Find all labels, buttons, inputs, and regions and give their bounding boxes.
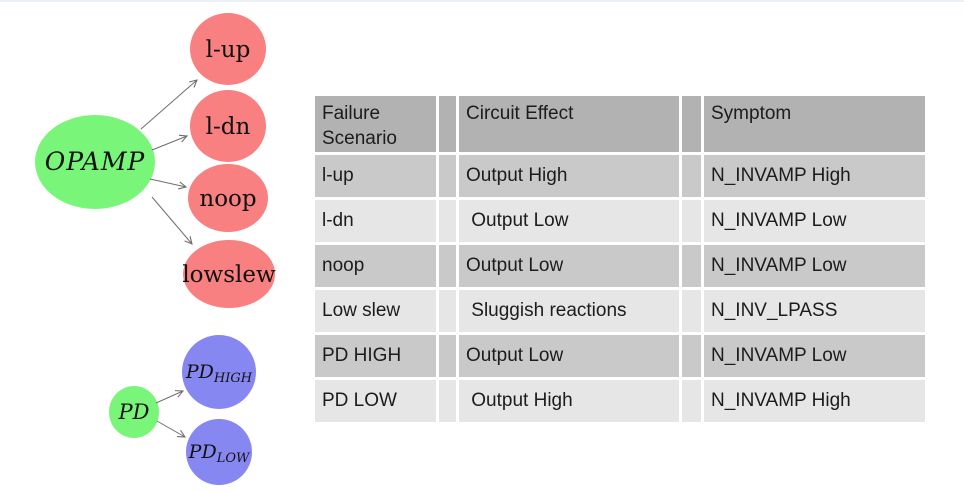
cell-spacer xyxy=(682,155,701,197)
cell-failure: l-dn xyxy=(315,200,436,242)
pd-high-label: PDHIGH xyxy=(185,361,253,386)
failure-node-lup xyxy=(190,13,266,85)
cell-symptom: N_INVAMP High xyxy=(704,155,925,197)
cell-spacer xyxy=(439,245,456,287)
header-failure-scenario: Failure Scenario xyxy=(315,96,436,152)
cell-spacer xyxy=(682,245,701,287)
cell-effect: Output Low xyxy=(459,245,679,287)
lup-label: l-up xyxy=(206,37,251,63)
noop-label: noop xyxy=(199,186,256,212)
cell-symptom: N_INV_LPASS xyxy=(704,290,925,332)
cell-spacer xyxy=(682,380,701,422)
header-circuit-effect: Circuit Effect xyxy=(459,96,679,152)
cell-failure: Low slew xyxy=(315,290,436,332)
pd-high-node xyxy=(182,335,256,409)
lowslew-label: lowslew xyxy=(182,262,276,288)
pd-low-label-base: PD xyxy=(188,441,217,463)
cell-spacer xyxy=(439,200,456,242)
cell-effect: Output High xyxy=(459,155,679,197)
header-symptom: Symptom xyxy=(704,96,925,152)
pd-label: PD xyxy=(118,400,150,424)
failure-node-ldn xyxy=(190,90,266,162)
cell-spacer xyxy=(439,290,456,332)
cell-effect: Output High xyxy=(459,380,679,422)
cell-failure: l-up xyxy=(315,155,436,197)
pd-low-label: PDLOW xyxy=(188,441,251,466)
failure-table: Failure Scenario Circuit Effect Symptom … xyxy=(315,96,925,422)
edge-pd-pdlow xyxy=(156,420,185,437)
cell-symptom: N_INVAMP Low xyxy=(704,200,925,242)
cell-symptom: N_INVAMP Low xyxy=(704,245,925,287)
cell-effect: Sluggish reactions xyxy=(459,290,679,332)
opamp-node xyxy=(35,115,155,209)
edge-opamp-lowslew xyxy=(151,196,192,244)
header-spacer-2 xyxy=(682,96,701,152)
cell-spacer xyxy=(439,335,456,377)
cell-symptom: N_INVAMP Low xyxy=(704,335,925,377)
edge-opamp-ldn xyxy=(151,136,187,151)
cell-spacer xyxy=(439,155,456,197)
cell-spacer xyxy=(439,380,456,422)
header-spacer-1 xyxy=(439,96,456,152)
edge-opamp-lup xyxy=(140,80,197,130)
cell-spacer xyxy=(682,335,701,377)
fault-tree-diagram: OPAMP l-up l-dn noop lowslew PD PDHIGH P… xyxy=(35,13,276,485)
cell-spacer xyxy=(682,290,701,332)
cell-failure: PD HIGH xyxy=(315,335,436,377)
top-edge-line xyxy=(0,0,964,2)
cell-effect: Output Low xyxy=(459,200,679,242)
pd-low-label-sub: LOW xyxy=(216,451,251,466)
edge-opamp-noop xyxy=(149,178,186,187)
cell-spacer xyxy=(682,200,701,242)
pd-high-label-base: PD xyxy=(185,361,214,383)
cell-failure: PD LOW xyxy=(315,380,436,422)
opamp-label: OPAMP xyxy=(45,147,146,176)
pd-low-node xyxy=(186,419,252,485)
pd-node xyxy=(109,386,159,438)
ldn-label: l-dn xyxy=(206,114,251,140)
edge-pd-pdhigh xyxy=(155,391,183,404)
failure-node-lowslew xyxy=(183,240,275,308)
cell-effect: Output Low xyxy=(459,335,679,377)
pd-high-label-sub: HIGH xyxy=(213,371,253,386)
cell-failure: noop xyxy=(315,245,436,287)
failure-node-noop xyxy=(188,164,268,232)
cell-symptom: N_INVAMP High xyxy=(704,380,925,422)
